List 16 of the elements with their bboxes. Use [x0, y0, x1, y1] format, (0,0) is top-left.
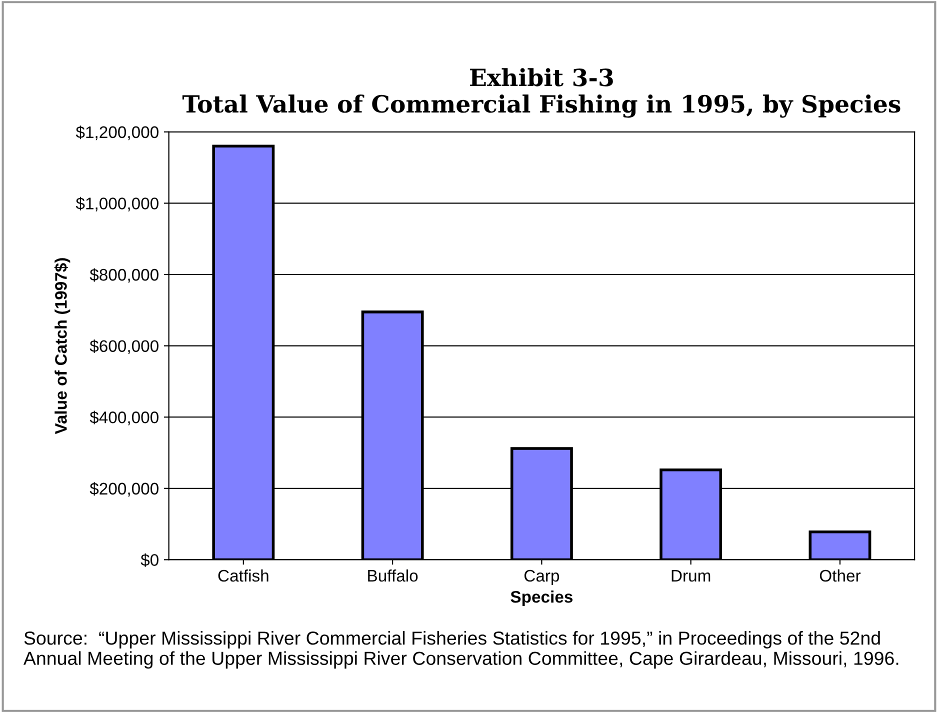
x-tick-label: Other — [820, 569, 861, 582]
y-tick-label: $200,000 — [90, 482, 158, 497]
y-tick-label: $800,000 — [90, 268, 158, 283]
x-tick-label: Catfish — [218, 569, 268, 582]
chart-title: Exhibit 3-3 Total Value of Commercial Fishing in 1995, by Species — [182, 68, 900, 118]
y-tick-label: $0 — [140, 553, 158, 567]
y-axis-title: Value of Catch (1997$) — [54, 258, 70, 434]
x-tick-label: Buffalo — [368, 569, 418, 582]
x-axis-title: Species — [510, 590, 573, 606]
x-tick-label: Drum — [672, 570, 710, 582]
y-tick-label: $600,000 — [90, 340, 158, 354]
source-note: Source: “Upper Mississippi River Commercial Fisheries Statistics for 1995,” in Proceedings of the 52nd Annual Meeting of the Upper Mississippi River Conservation Committee, Cape Girardeau, Missouri, 1996. — [23, 631, 898, 669]
y-tick-label: $1,000,000 — [76, 196, 158, 212]
y-tick-label: $1,200,000 — [76, 126, 158, 140]
y-tick-label: $400,000 — [90, 410, 158, 426]
x-tick-label: Carp — [524, 570, 560, 585]
